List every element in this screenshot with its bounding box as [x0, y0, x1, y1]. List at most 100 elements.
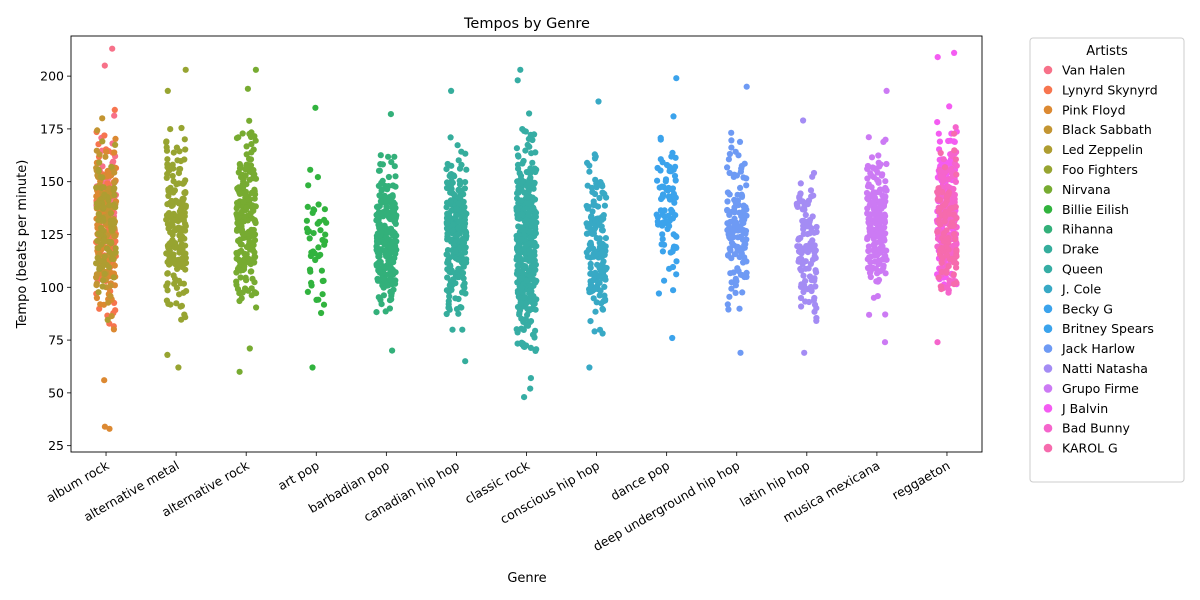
data-point	[462, 179, 469, 186]
data-point	[110, 256, 117, 263]
data-point	[182, 189, 189, 196]
data-point	[444, 218, 451, 225]
data-point	[448, 87, 455, 94]
data-point	[725, 306, 732, 313]
data-point	[587, 220, 594, 228]
data-point	[525, 211, 532, 218]
data-point	[181, 235, 188, 242]
data-point	[943, 227, 950, 234]
data-point	[936, 138, 944, 145]
data-point	[671, 199, 678, 206]
data-point	[391, 163, 398, 170]
data-point	[602, 296, 609, 303]
data-point	[527, 234, 534, 241]
data-point	[934, 119, 941, 126]
data-point	[101, 253, 108, 260]
data-point	[377, 161, 384, 168]
data-point	[598, 249, 606, 257]
data-point	[733, 199, 740, 206]
data-point	[170, 149, 177, 156]
data-point	[952, 178, 960, 185]
data-point	[798, 281, 805, 288]
data-point	[386, 276, 393, 283]
data-point	[951, 49, 958, 57]
data-point	[239, 289, 246, 296]
data-point	[661, 207, 668, 214]
data-point	[591, 226, 598, 233]
legend-label: Becky G	[1062, 301, 1113, 316]
data-point	[444, 179, 451, 186]
data-point	[443, 225, 451, 232]
data-point	[108, 313, 115, 320]
data-point	[528, 222, 535, 229]
data-point	[246, 345, 253, 352]
data-point	[383, 203, 390, 210]
data-point	[448, 286, 455, 293]
data-point	[165, 192, 172, 199]
data-point	[384, 186, 391, 193]
data-point	[940, 156, 947, 163]
data-point	[100, 277, 107, 284]
data-point	[446, 293, 453, 300]
data-point	[172, 240, 179, 247]
data-point	[737, 233, 745, 240]
data-point	[385, 173, 392, 181]
data-point	[800, 230, 807, 237]
data-point	[381, 192, 388, 199]
data-point	[803, 243, 810, 250]
data-point	[445, 298, 452, 305]
data-point	[181, 156, 188, 163]
data-point	[586, 162, 593, 169]
data-point	[870, 294, 878, 301]
data-point	[527, 375, 535, 382]
data-point	[732, 148, 739, 155]
data-point	[445, 304, 452, 311]
data-point	[724, 198, 731, 205]
data-point	[111, 149, 118, 156]
data-point	[110, 326, 117, 333]
data-point	[392, 173, 399, 180]
data-point	[236, 297, 243, 305]
data-point	[665, 193, 673, 200]
data-point	[663, 161, 671, 169]
data-point	[313, 296, 320, 303]
data-point	[238, 226, 246, 233]
data-point	[383, 234, 390, 241]
data-point	[167, 126, 174, 133]
data-point	[525, 267, 532, 274]
legend-marker	[1043, 165, 1053, 174]
data-point	[237, 236, 244, 243]
data-point	[935, 217, 942, 224]
data-point	[944, 183, 951, 190]
data-point	[587, 318, 594, 325]
data-point	[317, 227, 324, 234]
data-point	[595, 98, 602, 105]
data-point	[882, 253, 889, 260]
data-point	[743, 212, 750, 219]
data-point	[869, 230, 876, 238]
data-point	[743, 182, 750, 189]
data-point	[514, 289, 522, 296]
data-point	[872, 216, 879, 223]
legend-marker	[1043, 244, 1053, 254]
data-point	[953, 215, 960, 222]
data-point	[315, 244, 322, 251]
data-point	[659, 236, 666, 243]
data-point	[934, 228, 941, 235]
data-point	[95, 210, 102, 218]
data-point	[93, 200, 100, 207]
data-point	[523, 182, 531, 189]
data-point	[599, 306, 607, 313]
data-point	[514, 340, 521, 347]
data-point	[443, 251, 450, 258]
data-point	[587, 281, 594, 288]
data-point	[252, 218, 259, 225]
legend-frame	[1029, 37, 1185, 483]
data-point	[112, 141, 119, 148]
data-point	[657, 136, 664, 143]
data-point	[253, 290, 260, 297]
legend-title: Artists	[1086, 44, 1128, 59]
data-point	[459, 326, 466, 333]
data-point	[724, 301, 731, 308]
data-point	[461, 204, 468, 211]
